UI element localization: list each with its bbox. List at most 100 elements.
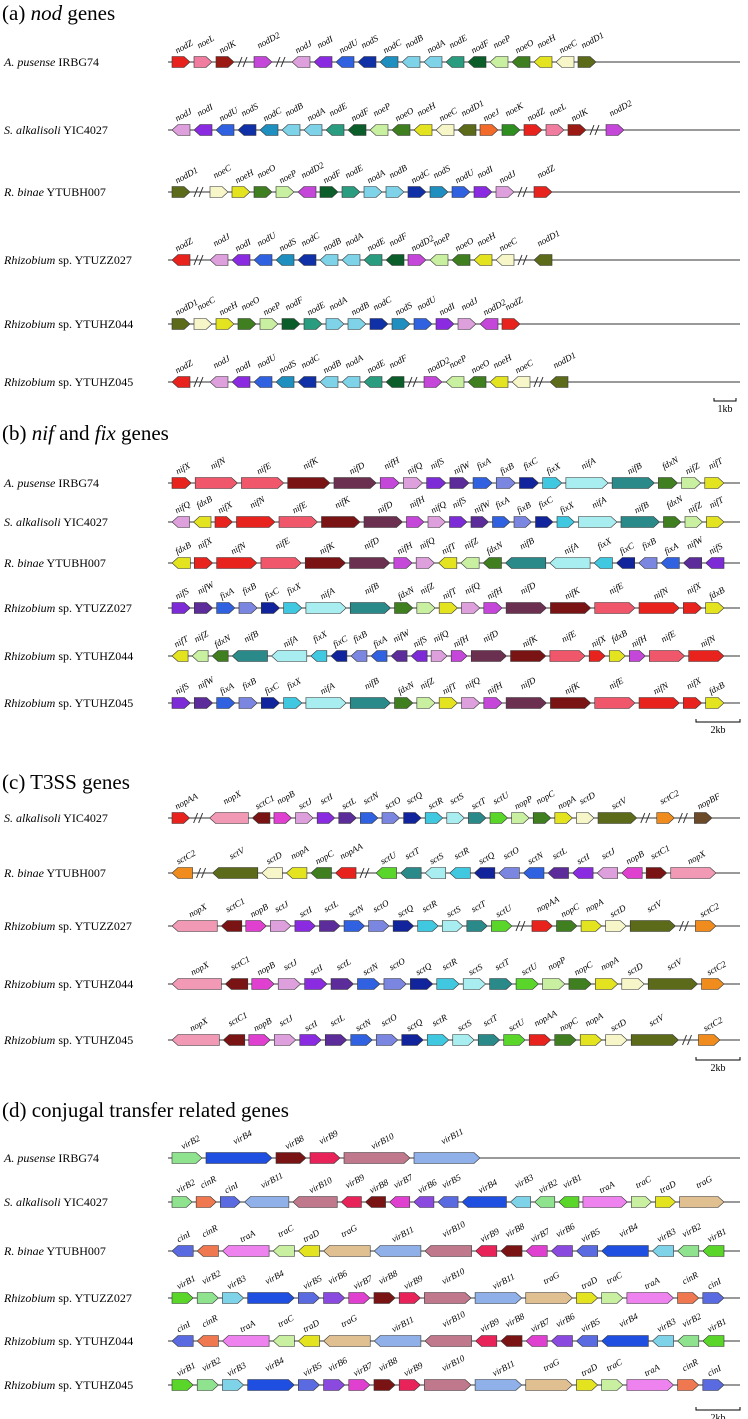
gene-arrow <box>193 124 213 136</box>
gene-arrow <box>310 650 328 662</box>
gene-arrow <box>638 557 658 569</box>
gene-arrow <box>568 978 592 990</box>
gene-label: virB1 <box>561 1172 583 1190</box>
gene-arrow <box>593 557 613 569</box>
gene-arrow <box>261 867 283 879</box>
gene-arrow <box>216 697 236 709</box>
track: Rhizobium sp. YTUHZ044 nifT nifZ fdxN nifB ni… <box>3 627 740 663</box>
gene-label: nodZ <box>503 294 525 312</box>
gene-arrow <box>620 516 660 528</box>
gene-label: noeC <box>195 294 217 312</box>
gene-arrow <box>281 124 301 136</box>
gene-label: noeO <box>255 162 277 180</box>
gene-label: virB5 <box>579 1226 602 1244</box>
gene-arrow <box>410 978 434 990</box>
gene-label: nifS <box>428 456 445 472</box>
gene-arrow <box>501 318 521 330</box>
gene-arrow <box>348 1292 371 1304</box>
gene-arrow <box>171 254 191 266</box>
gene-label: nifX <box>589 633 607 649</box>
gene-label: virB6 <box>554 1311 577 1329</box>
gene-label: noeC <box>513 357 535 375</box>
gene-label: nodZ <box>173 357 195 375</box>
gene-label: nifA <box>318 680 336 696</box>
gene-label: sctT <box>493 956 512 972</box>
gene-arrow <box>259 124 279 136</box>
gene-label: virB11 <box>491 1358 517 1378</box>
gene-arrow <box>489 812 509 824</box>
gene-label: nifH <box>485 585 504 602</box>
gene-arrow <box>236 516 276 528</box>
gene-label: cinR <box>200 1222 220 1239</box>
gene-label: nifK <box>520 633 539 650</box>
gene-label: sctC2 <box>698 901 721 920</box>
gene-arrow <box>171 650 189 662</box>
gene-arrow <box>273 1034 297 1046</box>
gene-label: nodA <box>343 352 365 370</box>
gene-label: virB10 <box>440 1309 467 1330</box>
gene-label: fdxB <box>610 627 630 644</box>
gene-label: fixB <box>498 460 516 476</box>
gene-arrow <box>297 254 317 266</box>
gene-arrow <box>441 920 464 932</box>
gene-label: nifK <box>563 680 582 697</box>
gene-label: virB2 <box>179 1133 202 1151</box>
organism-genus: Rhizobium <box>3 649 56 663</box>
gene-arrow <box>577 56 597 68</box>
track: R. binae YTUBH007 nodD1 noeC noeH noeO noeP no… <box>3 160 740 199</box>
gene-label: nifN <box>209 455 228 472</box>
gene-arrow <box>702 1292 725 1304</box>
gene-label: sctL <box>335 956 353 972</box>
gene-label: nodF <box>469 37 491 55</box>
gene-arrow <box>535 516 554 528</box>
organism-strain: IRBG74 <box>55 476 99 490</box>
gene-label: nifD <box>347 460 366 477</box>
organism-genus: A. pusense <box>3 55 56 69</box>
gene-arrow <box>417 920 439 932</box>
gene-arrow <box>251 812 271 824</box>
gene-arrow <box>688 650 725 662</box>
gene-arrow <box>611 477 655 489</box>
gene-label: noeL <box>547 101 568 118</box>
gene-label: sctV <box>227 844 247 861</box>
gene-arrow <box>601 1245 649 1257</box>
gene-label: nodB <box>403 32 425 50</box>
gene-arrow <box>231 376 251 388</box>
gene-arrow <box>677 1292 700 1304</box>
gene-arrow <box>220 920 243 932</box>
gene-label: sctV <box>645 897 665 914</box>
gene-arrow <box>260 602 281 614</box>
gene-label: noeH <box>415 100 437 118</box>
gene-arrow <box>171 477 192 489</box>
gene-label: noeC <box>557 37 579 55</box>
gene-arrow <box>683 697 703 709</box>
gene-arrow <box>491 920 513 932</box>
gene-arrow <box>212 867 259 879</box>
gene-arrow <box>670 867 717 879</box>
gene-arrow <box>545 124 565 136</box>
gene-label: nopC <box>559 901 582 919</box>
gene-label: nifH <box>382 455 401 472</box>
gene-label: traC <box>276 1222 296 1239</box>
gene-arrow <box>621 867 643 879</box>
title-italic: nif <box>32 421 57 445</box>
gene-label: fdxB <box>707 679 727 696</box>
gene-arrow <box>416 602 436 614</box>
gene-label: nifD <box>481 628 500 645</box>
organism-label: Rhizobium sp. YTUHZ045 <box>3 696 133 710</box>
gene-arrow <box>702 1245 725 1257</box>
panel-b: (b) nif and fix genes A. pusense IRBG74 ni… <box>2 421 741 736</box>
gene-arrow <box>241 477 285 489</box>
gene-label: nifB <box>242 628 260 644</box>
gene-arrow <box>403 812 422 824</box>
gene-label: nifB <box>363 675 381 691</box>
gene-label: nopA <box>584 896 606 914</box>
gene-arrow <box>305 602 347 614</box>
gene-label: nolK <box>217 38 238 56</box>
organism-strain: sp. YTUZZ027 <box>55 1291 132 1305</box>
gene-label: nifA <box>318 585 336 601</box>
organism-genus: Rhizobium <box>3 1378 56 1392</box>
gene-label: nodE <box>365 357 387 375</box>
gene-arrow <box>349 557 391 569</box>
gene-label: nifQ <box>418 535 437 552</box>
